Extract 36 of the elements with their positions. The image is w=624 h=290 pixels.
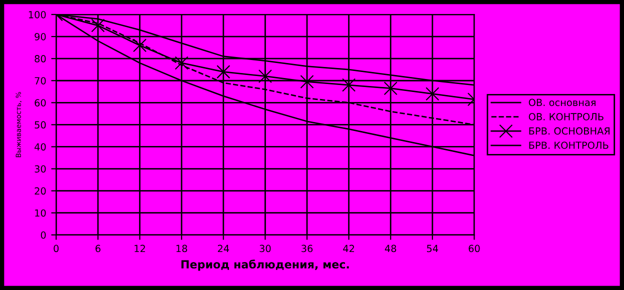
- x-tick-label: 36: [302, 244, 313, 252]
- x-tick-label: 48: [384, 244, 396, 252]
- x-tick-label: 12: [134, 244, 145, 252]
- x-tick-label: 60: [468, 244, 480, 252]
- x-tick-label: 42: [343, 244, 354, 252]
- x-tick-label: 54: [426, 244, 438, 252]
- x-axis-title: Период наблюдения, мес.: [181, 260, 349, 271]
- y-tick-label: 40: [34, 143, 46, 151]
- y-tick-label: 80: [34, 55, 46, 62]
- point: [300, 74, 314, 89]
- y-tick-label: 70: [34, 77, 46, 84]
- y-tick-label: 50: [34, 121, 46, 129]
- y-tick-label: 30: [34, 165, 46, 173]
- point: [132, 38, 147, 52]
- point: [174, 56, 188, 70]
- x-tick-label: 0: [54, 244, 59, 252]
- point: [91, 18, 105, 32]
- legend-label: ОВ. КОНТРОЛЬ: [528, 113, 604, 120]
- x-tick-label: 30: [260, 244, 271, 252]
- y-tick-label: 90: [34, 33, 46, 40]
- y-tick-label: 10: [35, 209, 46, 217]
- legend-label: ОВ. основная: [528, 98, 596, 106]
- point: [216, 65, 230, 79]
- legend-label: БРВ. КОНТРОЛЬ: [529, 142, 608, 149]
- x-tick-label: 18: [176, 244, 188, 252]
- x-tick-label: 6: [96, 244, 100, 252]
- point: [426, 87, 440, 101]
- x-tick-label: 24: [218, 244, 230, 252]
- y-tick-label: 0: [40, 231, 46, 239]
- point: [384, 82, 398, 96]
- point: [258, 69, 272, 84]
- y-tick-label: 20: [34, 187, 46, 195]
- legend-label: БРВ. ОСНОВНАЯ: [529, 127, 610, 135]
- y-tick-label: 60: [34, 99, 46, 106]
- y-tick-label: 100: [28, 10, 46, 18]
- point: [342, 78, 356, 92]
